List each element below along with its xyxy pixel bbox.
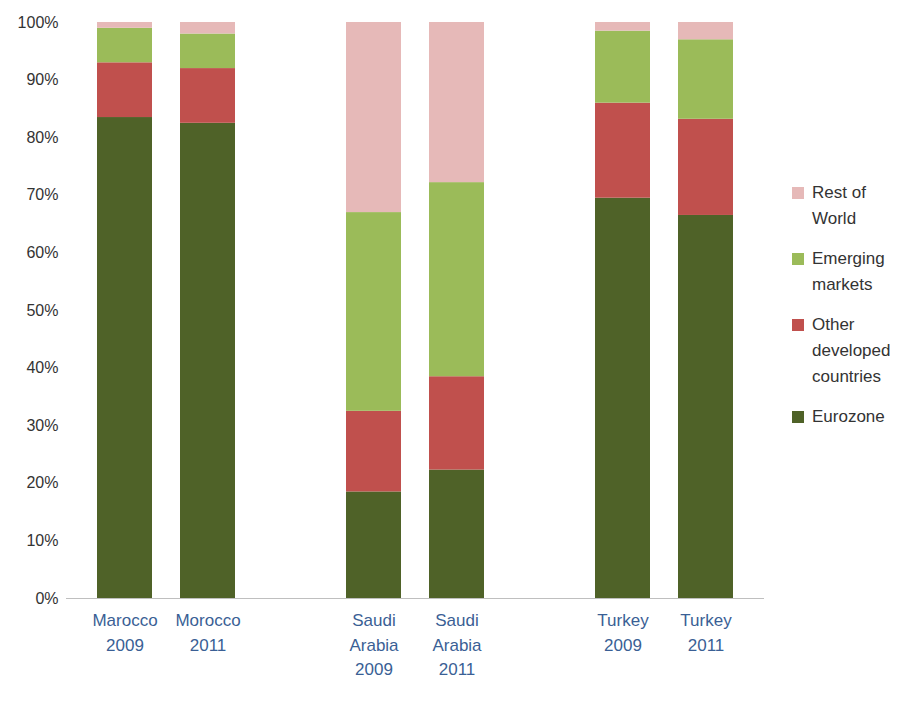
svg-text:100%: 100% (18, 14, 59, 31)
svg-text:0%: 0% (35, 590, 58, 607)
svg-text:50%: 50% (26, 302, 58, 319)
svg-text:30%: 30% (26, 417, 58, 434)
svg-text:Marocco2009: Marocco2009 (92, 611, 157, 655)
svg-text:SaudiArabia2011: SaudiArabia2011 (432, 611, 482, 679)
html-text:Emerging markets: Emerging markets (812, 249, 885, 294)
svg-text:70%: 70% (26, 186, 58, 203)
html-text:Eurozone: Eurozone (812, 407, 885, 426)
svg-text:Morocco2011: Morocco2011 (175, 611, 240, 655)
svg-text:90%: 90% (26, 71, 58, 88)
svg-text:60%: 60% (26, 244, 58, 261)
svg-text:80%: 80% (26, 129, 58, 146)
svg-text:Turkey2011: Turkey2011 (680, 611, 732, 655)
svg-text:Turkey2009: Turkey2009 (597, 611, 649, 655)
html-text:Other developed countries: Other developed countries (812, 315, 891, 386)
svg-text:SaudiArabia2009: SaudiArabia2009 (349, 611, 399, 679)
svg-text:40%: 40% (26, 359, 58, 376)
svg-text:10%: 10% (26, 532, 58, 549)
html-text:Rest of World: Rest of World (812, 183, 866, 228)
svg-text:20%: 20% (26, 474, 58, 491)
